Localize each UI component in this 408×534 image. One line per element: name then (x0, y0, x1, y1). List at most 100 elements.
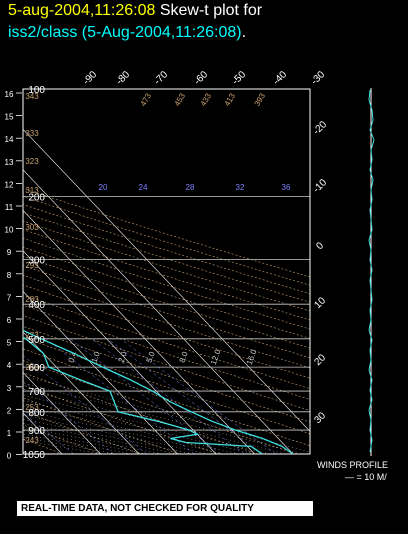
mixing-ratio-label: 1.0 (90, 350, 102, 364)
mixing-ratio-label: 2.0 (117, 350, 129, 364)
pressure-label: 400 (28, 300, 45, 311)
mixing-ratio-line (45, 338, 195, 454)
height-label: 5 (7, 339, 12, 348)
theta-top-label: 393 (253, 91, 268, 108)
temp-top-label: -60 (192, 69, 210, 87)
dry-adiabat-line (23, 229, 310, 321)
dry-adiabat-line (23, 237, 310, 330)
height-label: 3 (7, 384, 12, 393)
dry-adiabat-line (23, 315, 310, 411)
dry-adiabat-line (23, 188, 310, 278)
sat-adiabat-label: 32 (236, 183, 245, 192)
sat-adiabat-line (23, 414, 209, 454)
temp-top-label: -40 (271, 69, 289, 87)
height-label: 14 (5, 135, 14, 144)
pressure-label: 200 (28, 193, 45, 204)
height-label: 4 (7, 361, 12, 370)
height-label: 2 (7, 406, 12, 415)
temp-top-label: -30 (309, 69, 327, 87)
title-dataset: iss2/class (5-Aug-2004,11:26:08) (8, 24, 242, 41)
pressure-label: 800 (28, 408, 45, 419)
isotherm-line (23, 169, 294, 454)
title-label: Skew-t plot for (159, 2, 263, 19)
sat-adiabat-line (23, 389, 286, 454)
theta-label: 343 (25, 92, 39, 101)
temp-top-label: -70 (152, 69, 170, 87)
dry-adiabat-line (23, 360, 298, 454)
height-label: 6 (7, 316, 12, 325)
mixing-ratio-line (120, 338, 276, 454)
theta-label: 273 (25, 331, 39, 340)
winds-trace (368, 89, 375, 453)
dry-adiabat-line (23, 294, 310, 390)
winds-scale: — = 10 M/ (345, 472, 387, 482)
dry-adiabat-line (23, 384, 220, 454)
temp-right-label: 30 (312, 410, 328, 426)
sat-adiabat-line (23, 437, 116, 454)
height-label: 9 (7, 248, 12, 257)
dry-adiabat-line (23, 397, 181, 454)
isotherm-line (23, 128, 310, 432)
theta-top-label: 413 (223, 91, 238, 108)
dry-adiabat-line (23, 326, 310, 423)
theta-label: 323 (25, 157, 39, 166)
dewpoint-profile-line (23, 336, 263, 454)
theta-top-label: 453 (173, 91, 188, 108)
pressure-label: 300 (28, 256, 45, 267)
sat-adiabat-line (23, 426, 163, 454)
isotherm-line (23, 250, 217, 454)
height-label: 7 (7, 293, 12, 302)
height-label: 0 (7, 452, 12, 461)
temp-right-label: -20 (311, 119, 329, 137)
height-label: 8 (7, 271, 12, 280)
plot-frame (22, 88, 311, 455)
title-end-dot: . (241, 24, 247, 41)
mixing-ratio-label: 5.0 (145, 350, 157, 364)
mixing-ratio-line (69, 338, 221, 454)
sat-adiabat-line (23, 382, 301, 454)
theta-label: 313 (25, 186, 39, 195)
dry-adiabat-line (23, 204, 310, 294)
sat-adiabat-label: 24 (139, 183, 148, 192)
mixing-ratio-label: 8.0 (178, 350, 190, 364)
temp-right-label: 0 (314, 240, 326, 252)
title-line-2: iss2/class (5-Aug-2004,11:26:08). (8, 24, 246, 42)
sat-adiabat-line (23, 430, 147, 454)
dry-adiabat-line (23, 424, 103, 454)
winds-profile (368, 88, 375, 456)
isotherm-line (23, 371, 101, 454)
isotherm-line (23, 290, 178, 454)
title-line-1: 5-aug-2004,11:26:08 Skew-t plot for (8, 2, 262, 20)
temp-right-label: 10 (312, 295, 328, 311)
temp-right-label: -10 (311, 177, 329, 195)
theta-label: 303 (25, 223, 39, 232)
theta-label: 253 (25, 403, 39, 412)
isotherm-line (23, 209, 255, 454)
dry-adiabat-line (23, 348, 310, 447)
sat-adiabat-label: 28 (186, 183, 195, 192)
pressure-label: 1050 (23, 450, 46, 461)
temp-top-label: -50 (230, 69, 248, 87)
sat-adiabat-label: 20 (99, 183, 108, 192)
dry-adiabat-line (23, 274, 310, 369)
theta-top-label: 433 (199, 91, 214, 108)
sat-adiabat-label: 36 (282, 183, 291, 192)
pressure-label: 600 (28, 363, 45, 374)
height-label: 15 (5, 113, 14, 122)
temperature-profile-line (23, 329, 294, 454)
quality-warning: REAL-TIME DATA, NOT CHECKED FOR QUALITY (17, 501, 313, 516)
dry-adiabat-line (23, 372, 259, 454)
dry-adiabat-line (23, 255, 310, 349)
mixing-ratio-label: 16.0 (245, 348, 259, 366)
height-label: 1 (7, 429, 12, 438)
sat-adiabat-line (23, 375, 310, 453)
temp-right-label: 20 (312, 352, 328, 368)
mixing-ratio-label: 0.4 (67, 350, 79, 364)
pressure-label: 900 (28, 426, 45, 437)
dry-adiabat-line (23, 246, 310, 339)
dry-adiabat-line (23, 220, 310, 312)
height-label: 13 (5, 158, 14, 167)
height-label: 16 (5, 90, 14, 99)
dry-adiabat-line (23, 284, 310, 379)
